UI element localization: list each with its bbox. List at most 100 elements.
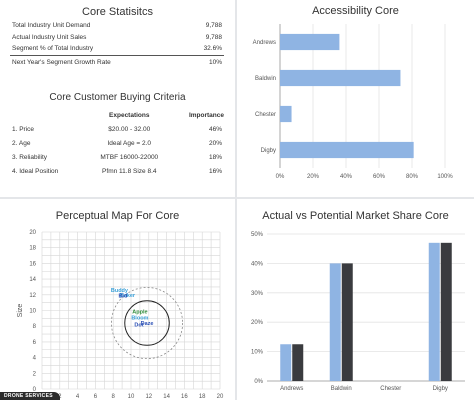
accessibility-panel: Accessibility Core 0% 20% 40% 60% 80% 100% And… <box>237 0 474 197</box>
y-tick-label: Chester <box>255 112 276 118</box>
criteria-expectation: MTBF 16000-22000 <box>100 153 159 161</box>
y-axis-label: Size <box>17 304 24 318</box>
criteria-importance: 20% <box>208 139 222 147</box>
bar <box>280 69 401 87</box>
drone-services-badge[interactable]: DRONE SERVICES <box>0 392 60 400</box>
table-row: Segment % of Total Industry 32.6% <box>10 43 224 56</box>
bar <box>280 105 292 123</box>
x-tick-label: 60% <box>373 174 386 180</box>
y-tick-label: 50% <box>251 232 264 238</box>
criteria-importance: 18% <box>208 153 222 161</box>
core-statistics-title: Core Statisitcs <box>82 6 153 18</box>
bar <box>341 263 353 381</box>
y-tick-label: 6 <box>33 340 37 346</box>
x-tick-label: Digby <box>433 386 448 392</box>
y-tick-label: 16 <box>29 261 36 267</box>
market-share-title: Actual vs Potential Market Share Core <box>262 210 449 222</box>
bar <box>329 263 341 381</box>
bar <box>428 242 440 381</box>
x-tick-label: 18 <box>199 394 206 400</box>
perceptual-map-title: Perceptual Map For Core <box>55 210 180 222</box>
product-point-label: Bid <box>119 294 128 300</box>
product-point-label: Buddy <box>111 288 129 294</box>
table-row: Total Industry Unit Demand 9,788 <box>10 19 224 31</box>
table-row: 2. Age Ideal Age = 2.0 20% <box>10 136 224 150</box>
criteria-label: 1. Price <box>12 125 35 133</box>
y-tick-label: Baldwin <box>255 76 276 82</box>
outer-dashed-circle <box>111 287 184 360</box>
x-tick-label: 20 <box>217 394 224 400</box>
criteria-importance: 46% <box>208 125 222 133</box>
product-point-label: Apple <box>132 309 147 315</box>
table-row: Next Year's Segment Growth Rate 10% <box>10 55 224 67</box>
criteria-importance: 16% <box>208 167 222 175</box>
stat-label: Segment % of Total Industry <box>10 43 186 56</box>
x-tick-label: 20% <box>307 174 320 180</box>
x-tick-label: 12 <box>145 394 152 400</box>
stat-value: 10% <box>208 59 222 67</box>
market-share-chart: 0% 10% 20% 30% 40% 50% Andrews Baldwin Chester Di… <box>251 232 465 392</box>
y-tick-label: 18 <box>29 246 36 252</box>
y-tick-label: 20 <box>29 230 36 236</box>
y-tick-label: 0 <box>33 387 37 393</box>
accessibility-chart-title: Accessibility Core <box>312 5 399 17</box>
buying-criteria-table: Expectations Importance 1. Price $20.00 … <box>10 108 224 178</box>
table-row: 3. Reliability MTBF 16000-22000 18% <box>10 150 224 164</box>
core-statistics-table: Total Industry Unit Demand 9,788 Actual … <box>10 19 224 67</box>
y-tick-label: 20% <box>251 320 264 326</box>
criteria-label: 4. Ideal Position <box>12 167 59 175</box>
x-tick-label: 10 <box>128 394 135 400</box>
y-tick-label: 4 <box>33 356 37 362</box>
x-tick-label: 100% <box>437 174 453 180</box>
y-tick-label: 10% <box>251 350 264 356</box>
x-tick-label: 14 <box>163 394 170 400</box>
market-share-panel: Actual vs Potential Market Share Core 0%… <box>237 199 474 400</box>
y-tick-label: 2 <box>33 371 37 377</box>
x-tick-label: 40% <box>340 174 353 180</box>
table-row: Actual Industry Unit Sales 9,788 <box>10 31 224 43</box>
criteria-label: 2. Age <box>12 139 31 147</box>
stat-label: Actual Industry Unit Sales <box>12 33 87 41</box>
product-point-label: Dot <box>134 323 143 329</box>
table-row: 4. Ideal Position Pfmn 11.8 Size 8.4 16% <box>10 164 224 178</box>
stat-value: 32.6% <box>185 43 224 56</box>
y-tick-label: Digby <box>261 148 276 154</box>
table-header-row: Expectations Importance <box>10 108 224 122</box>
accessibility-chart: 0% 20% 40% 60% 80% 100% Andrews Baldwin Chester D… <box>253 24 453 180</box>
bar <box>280 33 340 51</box>
x-tick-label: 8 <box>112 394 116 400</box>
criteria-expectation: Ideal Age = 2.0 <box>107 139 152 147</box>
inner-circle <box>124 300 170 346</box>
bar <box>280 344 292 381</box>
y-tick-label: 14 <box>29 277 36 283</box>
buying-criteria-title: Core Customer Buying Criteria <box>49 92 186 103</box>
x-tick-label: Andrews <box>280 386 303 392</box>
stat-value: 9,788 <box>205 21 222 29</box>
perceptual-map-chart: 0246810121416182002468101214161820SizeBu… <box>17 230 224 400</box>
y-tick-label: Andrews <box>253 40 276 46</box>
x-tick-label: 80% <box>406 174 419 180</box>
y-tick-label: 12 <box>29 293 36 299</box>
stat-value: 9,788 <box>205 33 222 41</box>
importance-header: Importance <box>188 111 224 119</box>
product-point-label: Baker <box>120 293 136 299</box>
y-tick-label: 0% <box>254 379 263 385</box>
stat-label: Total Industry Unit Demand <box>12 21 91 29</box>
bar <box>292 344 304 381</box>
x-tick-label: 0% <box>276 174 285 180</box>
y-tick-label: 8 <box>33 324 37 330</box>
product-point-label: Bloom <box>131 316 148 322</box>
core-statistics-panel: Core Statisitcs Total Industry Unit Dema… <box>0 0 235 197</box>
y-tick-label: 30% <box>251 291 264 297</box>
x-tick-label: 2 <box>58 394 62 400</box>
criteria-expectation: $20.00 - 32.00 <box>108 125 151 133</box>
criteria-expectation: Pfmn 11.8 Size 8.4 <box>102 167 157 175</box>
x-tick-label: 6 <box>94 394 98 400</box>
x-tick-label: Baldwin <box>331 386 352 392</box>
criteria-label: 3. Reliability <box>12 153 48 161</box>
expectations-header: Expectations <box>109 111 150 119</box>
x-tick-label: Chester <box>380 386 401 392</box>
table-row: 1. Price $20.00 - 32.00 46% <box>10 122 224 136</box>
y-tick-label: 40% <box>251 261 264 267</box>
x-tick-label: 16 <box>181 394 188 400</box>
